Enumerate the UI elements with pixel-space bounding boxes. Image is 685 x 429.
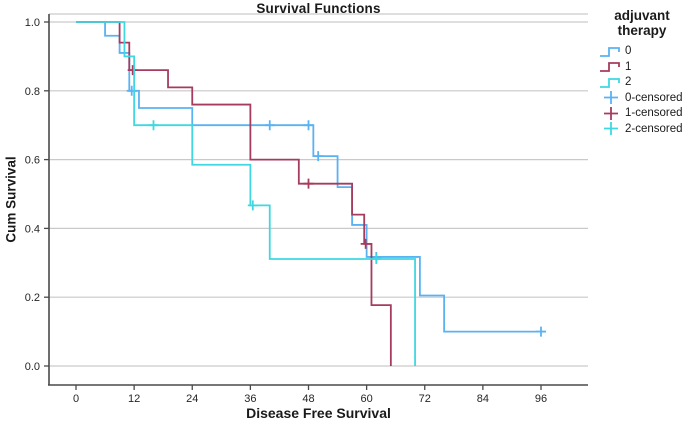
censored-mark-0 [313, 151, 324, 162]
y-tick-label: 0.4 [25, 223, 40, 235]
survival-curve-2 [76, 21, 416, 366]
legend-item-0-censored: 0-censored [599, 90, 685, 106]
x-tick-label: 0 [73, 393, 79, 405]
y-tick-label: 0.2 [25, 292, 40, 304]
x-tick-label: 96 [535, 393, 547, 405]
censored-mark-0 [303, 120, 314, 131]
y-axis-label: Cum Survival [3, 156, 19, 243]
step-line-icon [600, 77, 620, 88]
legend: adjuvant therapy 0 1 2 0-censored 1-censored… [599, 8, 685, 137]
y-tick-label: 1.0 [25, 17, 40, 29]
legend-item-label: 2 [625, 76, 632, 89]
legend-item-2: 2 [599, 74, 685, 90]
step-line-icon [600, 62, 620, 73]
censored-mark-0 [264, 120, 275, 131]
x-axis-label: Disease Free Survival [246, 405, 391, 421]
x-tick-label: 36 [244, 393, 256, 405]
y-tick-label: 0.0 [25, 361, 40, 373]
y-tick-label: 0.6 [25, 155, 40, 167]
y-tick-label: 0.8 [25, 86, 40, 98]
plus-icon [604, 122, 618, 136]
series-0 [76, 21, 546, 337]
plus-icon [604, 106, 618, 120]
survival-curve-0 [76, 21, 546, 333]
x-tick-label: 72 [419, 393, 431, 405]
censored-mark-0 [536, 326, 546, 337]
legend-title: adjuvant therapy [614, 8, 670, 39]
chart-title: Survival Functions [256, 1, 381, 16]
x-tick-label: 12 [128, 393, 140, 405]
censored-mark-2 [371, 254, 382, 265]
step-line-icon [600, 46, 620, 57]
censored-mark-2 [247, 200, 258, 211]
censored-mark-0 [126, 85, 137, 96]
legend-item-2-censored: 2-censored [599, 121, 685, 137]
x-tick-label: 48 [302, 393, 314, 405]
legend-item-1: 1 [599, 59, 685, 75]
tick-labels: 1.0 0.8 0.6 0.4 0.2 0.0 0 12 24 36 48 60 72 84 96 [25, 17, 547, 405]
x-tick-label: 60 [361, 393, 373, 405]
censored-mark-1 [127, 65, 138, 76]
axes [48, 14, 588, 386]
legend-item-label: 2-censored [625, 122, 683, 135]
censored-mark-1 [303, 178, 314, 189]
legend-item-label: 1-censored [625, 107, 683, 120]
legend-item-label: 1 [625, 60, 632, 73]
x-tick-label: 24 [186, 393, 198, 405]
x-tick-label: 84 [477, 393, 489, 405]
legend-item-label: 0-censored [625, 91, 683, 104]
legend-items: 0 1 2 0-censored 1-censored 2-censored [599, 43, 685, 137]
survival-curve-1 [76, 21, 392, 366]
series-1 [76, 21, 392, 366]
censored-mark-1 [360, 238, 371, 249]
legend-item-1-censored: 1-censored [599, 106, 685, 122]
series-2 [76, 21, 416, 366]
legend-item-label: 0 [625, 45, 632, 58]
plus-icon [604, 91, 618, 105]
legend-item-0: 0 [599, 43, 685, 59]
censored-mark-2 [148, 120, 159, 131]
